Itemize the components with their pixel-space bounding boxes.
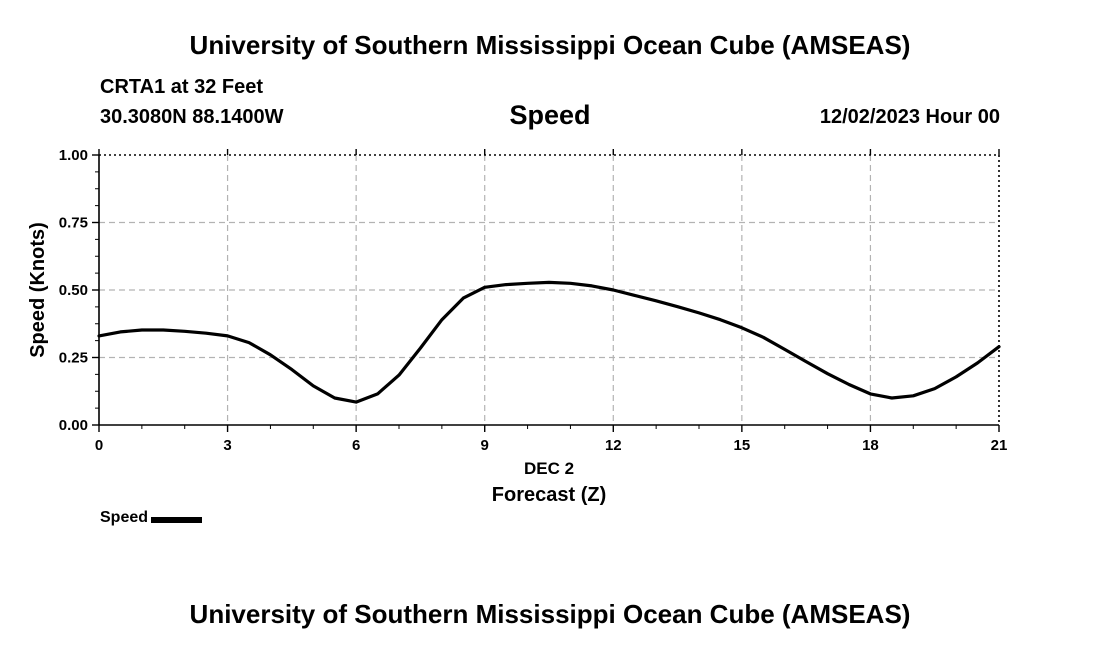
axis-labels: DEC 2 Forecast (Z) Speed (Knots) bbox=[27, 222, 606, 506]
forecast-timestamp: 12/02/2023 Hour 00 bbox=[819, 106, 1000, 128]
legend-swatch-speed bbox=[151, 516, 203, 523]
x-tick-label: 6 bbox=[352, 437, 360, 454]
footer-title: University of Southern Mississippi Ocean… bbox=[189, 599, 911, 629]
x-axis-date-label: DEC 2 bbox=[524, 459, 574, 478]
series-layer bbox=[97, 280, 1001, 404]
station-label: CRTA1 at 32 Feet bbox=[100, 76, 264, 98]
y-tick-label: 0.50 bbox=[59, 282, 88, 299]
y-axis-title: Speed (Knots) bbox=[27, 222, 49, 358]
x-axis-title: Forecast (Z) bbox=[492, 484, 606, 506]
x-tick-label: 18 bbox=[862, 437, 879, 454]
legend: Speed bbox=[100, 509, 203, 527]
coordinates-label: 30.3080N 88.1400W bbox=[100, 106, 284, 128]
x-tick-label: 9 bbox=[481, 437, 489, 454]
series-line-speed bbox=[97, 280, 1001, 404]
y-tick-label: 1.00 bbox=[59, 147, 88, 164]
y-tick-label: 0.75 bbox=[59, 215, 88, 232]
grid bbox=[99, 155, 999, 425]
legend-label-speed: Speed bbox=[100, 509, 149, 526]
axes: 0 3 6 9 12 15 18 21 0.00 0.25 0.50 0.75 1.00 bbox=[59, 147, 1008, 454]
x-tick-label: 12 bbox=[605, 437, 622, 454]
y-tick-label: 0.25 bbox=[59, 350, 88, 367]
chart-title: Speed bbox=[509, 100, 591, 130]
x-tick-label: 21 bbox=[991, 437, 1008, 454]
x-tick-label: 0 bbox=[95, 437, 103, 454]
page-title: University of Southern Mississippi Ocean… bbox=[189, 30, 911, 60]
x-tick-label: 15 bbox=[734, 437, 751, 454]
y-tick-label: 0.00 bbox=[59, 417, 88, 434]
x-tick-label: 3 bbox=[223, 437, 231, 454]
